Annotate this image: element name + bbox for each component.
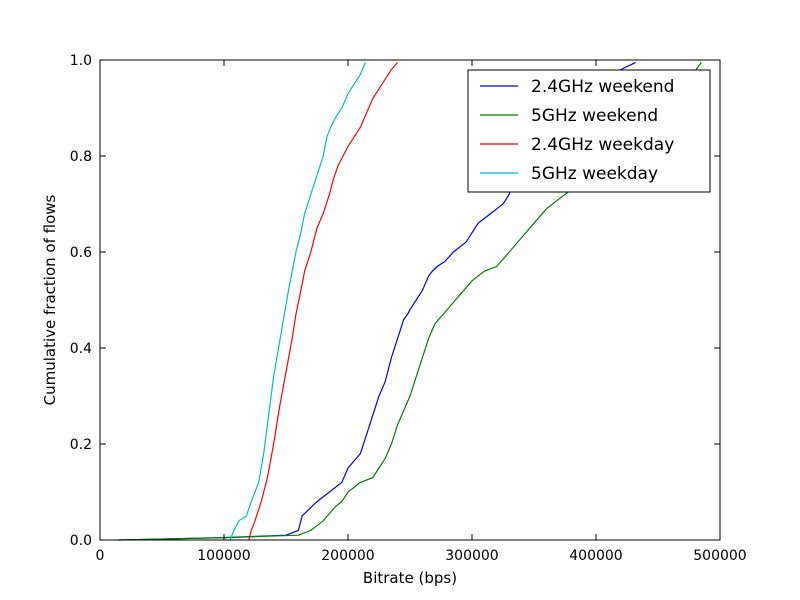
legend-label-3: 5GHz weekday <box>531 164 658 184</box>
legend-label-0: 2.4GHz weekend <box>531 77 674 97</box>
legend-label-1: 5GHz weekend <box>531 106 658 126</box>
y-tick-label: 0.6 <box>70 245 92 261</box>
legend: 2.4GHz weekend 5GHz weekend 2.4GHz weekday… <box>467 69 711 193</box>
x-tick-label: 200000 <box>321 548 374 564</box>
plot-frame <box>99 59 721 541</box>
series-line-3 <box>229 62 366 541</box>
y-tick-label: 0.4 <box>70 341 92 357</box>
y-tick-label: 0.2 <box>70 437 92 453</box>
y-tick-label: 0.8 <box>70 149 92 165</box>
x-tick-label: 500000 <box>693 548 746 564</box>
y-tick-label: 1.0 <box>70 53 92 69</box>
x-tick-label: 300000 <box>445 548 498 564</box>
y-axis-title: Cumulative fraction of flows <box>41 194 59 405</box>
x-tick-label: 0 <box>96 548 105 564</box>
tick-labels: 0 100000 200000 300000 400000 500000 0.0 0.2 0.4… <box>70 53 747 564</box>
x-axis-title: Bitrate (bps) <box>363 569 457 587</box>
x-tick-label: 400000 <box>569 548 622 564</box>
legend-box <box>467 69 711 193</box>
y-tick-label: 0.0 <box>70 533 92 549</box>
x-tick-label: 100000 <box>197 548 250 564</box>
legend-label-2: 2.4GHz weekday <box>531 135 674 155</box>
series-line-2 <box>248 62 399 541</box>
